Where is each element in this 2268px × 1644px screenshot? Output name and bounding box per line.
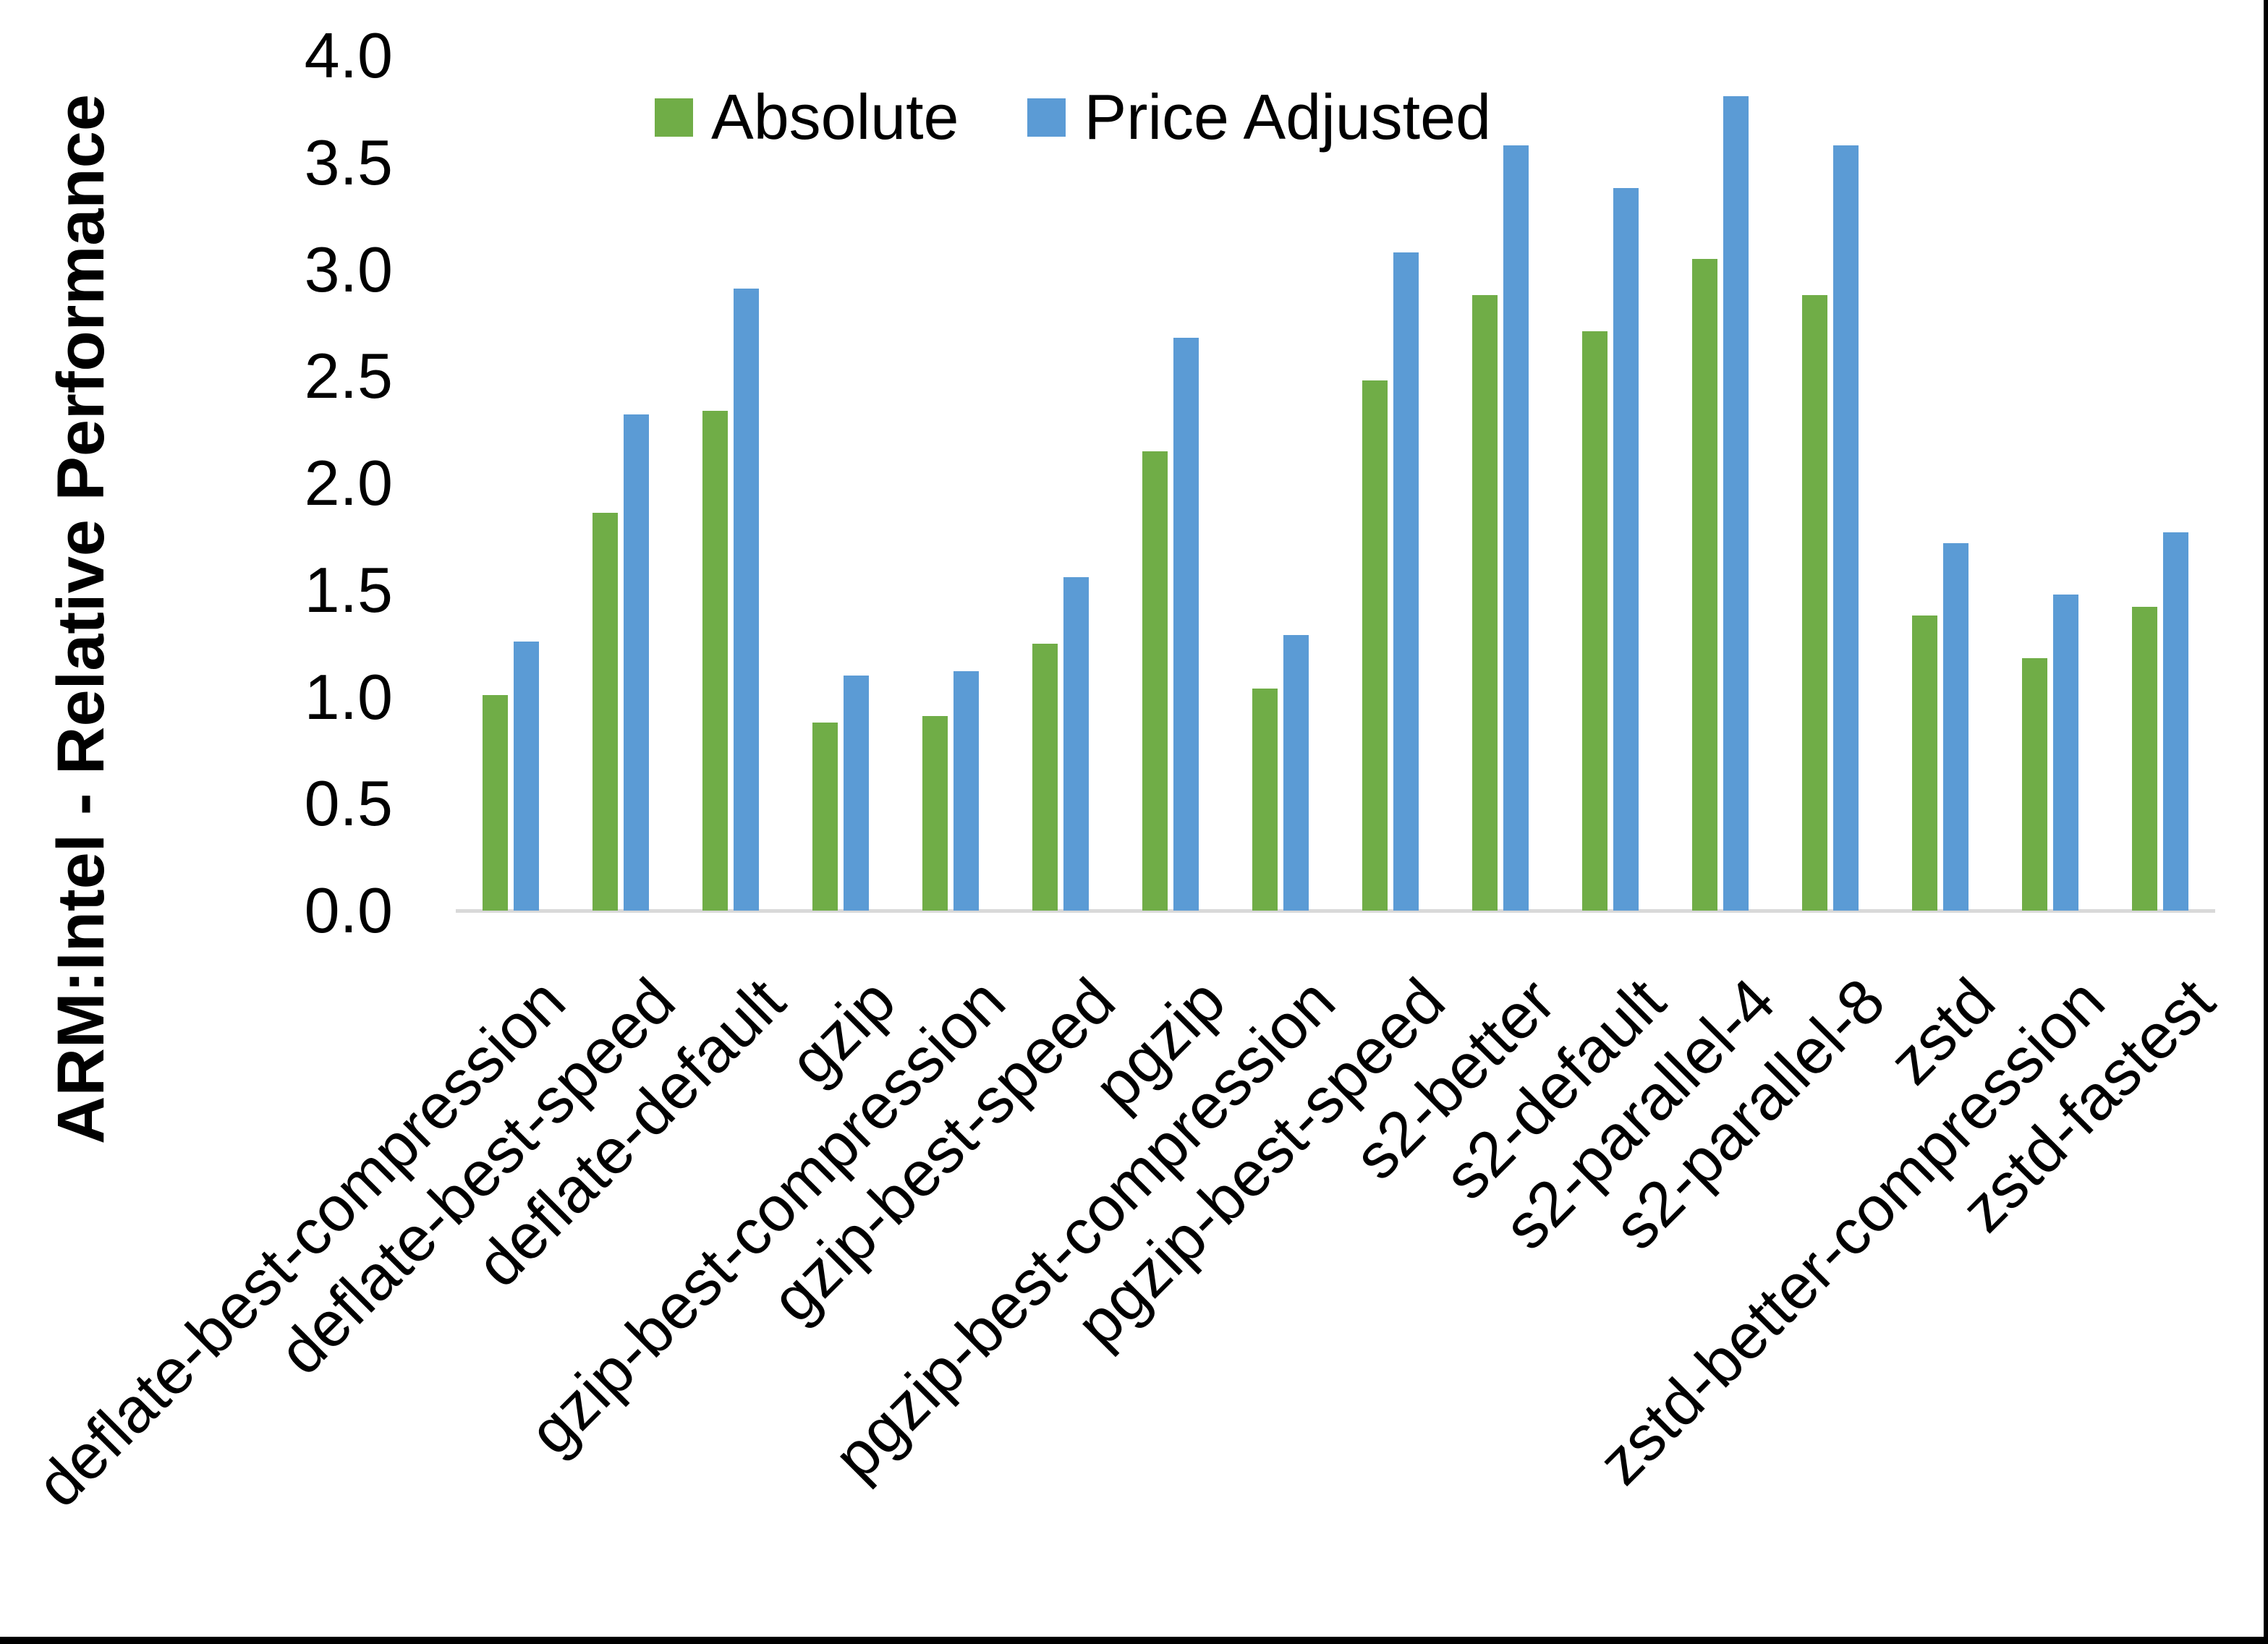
legend-swatch-absolute [655, 98, 693, 137]
screenshot-bottom-border [0, 1637, 2268, 1644]
bar-price-adjusted-deflate-best-speed [624, 414, 649, 911]
bar-price-adjusted-zstd-fastest [2163, 532, 2188, 911]
bar-price-adjusted-gzip-best-speed [1063, 577, 1089, 911]
bar-price-adjusted-s2-default [1613, 188, 1639, 911]
bar-price-adjusted-pgzip-best-speed [1393, 252, 1419, 911]
bar-absolute-pgzip [1142, 451, 1168, 911]
legend-label: Absolute [711, 81, 959, 153]
y-tick-label: 3.0 [304, 233, 393, 305]
bar-absolute-pgzip-best-speed [1362, 380, 1388, 911]
screenshot-right-border [2264, 0, 2268, 1644]
y-tick-label: 2.5 [304, 340, 393, 412]
y-tick-label: 1.0 [304, 660, 393, 733]
y-tick-label: 0.5 [304, 767, 393, 840]
bar-absolute-pgzip-best-compression [1252, 689, 1278, 911]
bar-absolute-gzip-best-compression [922, 716, 948, 911]
bar-absolute-gzip [812, 723, 838, 911]
y-tick-label: 3.5 [304, 126, 393, 198]
bar-absolute-gzip-best-speed [1032, 644, 1058, 911]
bar-absolute-s2-default [1582, 331, 1607, 911]
bar-absolute-s2-better [1472, 295, 1498, 911]
y-tick-label: 1.5 [304, 553, 393, 626]
bar-absolute-deflate-best-speed [593, 513, 618, 911]
legend-item-absolute: Absolute [655, 81, 959, 153]
x-axis-line [456, 909, 2215, 913]
bar-absolute-s2-parallel-4 [1692, 259, 1717, 911]
bar-price-adjusted-deflate-best-compression [514, 642, 539, 911]
bar-absolute-s2-parallel-8 [1802, 295, 1827, 911]
bar-price-adjusted-deflate-default [734, 289, 759, 911]
y-tick-label: 2.0 [304, 447, 393, 519]
bar-absolute-zstd-fastest [2132, 607, 2157, 911]
y-tick-label: 0.0 [304, 874, 393, 946]
bar-price-adjusted-pgzip [1173, 338, 1199, 911]
y-tick-label: 4.0 [304, 20, 393, 91]
bar-absolute-zstd-better-compression [2022, 658, 2047, 911]
bar-price-adjusted-s2-parallel-8 [1833, 145, 1859, 911]
bar-absolute-deflate-best-compression [483, 695, 508, 911]
bar-absolute-zstd [1912, 616, 1937, 911]
bar-price-adjusted-s2-better [1503, 145, 1529, 911]
bar-price-adjusted-zstd [1943, 543, 1968, 911]
legend-swatch-price-adjusted [1027, 98, 1066, 137]
bar-price-adjusted-zstd-better-compression [2053, 595, 2078, 911]
bar-price-adjusted-s2-parallel-4 [1723, 96, 1749, 911]
y-axis-title: ARM:Intel - Relative Performance [44, 94, 118, 1144]
bar-absolute-deflate-default [702, 411, 728, 911]
legend: Absolute Price Adjusted [655, 81, 1560, 153]
legend-item-price-adjusted: Price Adjusted [1027, 81, 1491, 153]
bar-price-adjusted-pgzip-best-compression [1283, 635, 1309, 911]
bar-price-adjusted-gzip-best-compression [954, 671, 979, 911]
legend-label: Price Adjusted [1084, 81, 1492, 153]
bar-price-adjusted-gzip [844, 676, 869, 911]
